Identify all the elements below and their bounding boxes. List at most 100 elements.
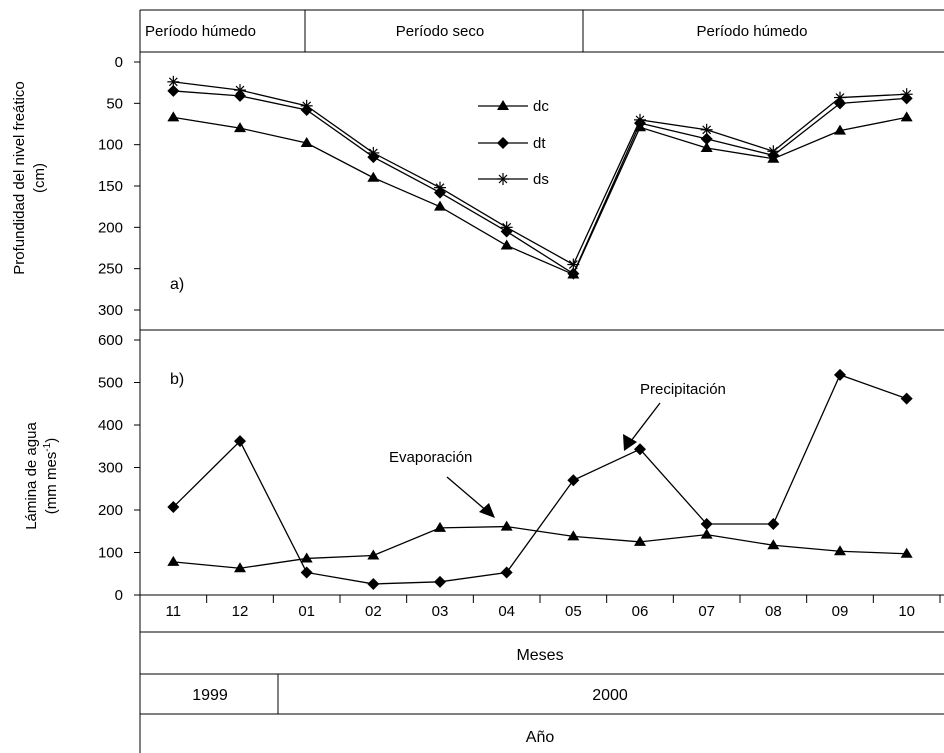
point-b-precipitacion-10 [834,368,846,381]
y-tick-label-a-250: 250 [98,261,123,278]
point-b-precipitacion-4 [434,575,446,588]
y-tick-label-b-100: 100 [98,545,123,562]
series-layer [167,75,913,590]
y-tick-label-b-600: 600 [98,332,123,349]
point-a-ds-8 [700,123,713,136]
series-line-b-evaporacion [173,525,907,569]
point-b-precipitacion-9 [767,518,780,531]
point-a-dc-2 [300,137,313,148]
x-tick-label-06: 06 [632,603,649,620]
point-a-ds-9 [767,145,780,158]
legend-label-dc: dc [533,98,549,115]
y-axis-title-a-line-1: Profundidad del nivel freático [11,81,28,274]
year-2000: 2000 [592,687,628,704]
point-b-evaporacion-11 [900,547,913,558]
x-tick-label-03: 03 [432,603,449,620]
point-b-precipitacion-8 [700,518,713,531]
point-b-precipitacion-5 [500,566,513,579]
x-tick-label-08: 08 [765,603,782,620]
legend-marker-dt [497,137,509,149]
y-tick-label-a-100: 100 [98,137,123,154]
series-line-a-dc [173,116,907,276]
panel-b-label: b) [170,371,184,388]
point-a-dc-3 [367,171,380,182]
point-a-ds-11 [900,88,913,101]
y-tick-label-b-0: 0 [115,587,123,604]
point-b-evaporacion-3 [367,549,380,560]
point-b-evaporacion-10 [834,545,846,556]
point-b-precipitacion-6 [567,474,580,487]
point-a-ds-4 [434,181,446,194]
x-tick-label-12: 12 [232,603,249,620]
point-a-dc-5 [500,239,513,250]
y-tick-label-a-150: 150 [98,178,123,195]
annotation-evaporacion: Evaporación [389,449,472,466]
point-a-dc-8 [700,141,713,152]
period-label-1: Período húmedo [145,23,256,40]
point-b-evaporacion-4 [434,521,446,532]
year-1999: 1999 [192,687,228,704]
point-a-dc-10 [834,124,846,135]
point-a-dt-8 [700,132,713,145]
point-b-precipitacion-7 [634,443,646,456]
point-b-evaporacion-5 [500,520,513,531]
x-tick-label-01: 01 [298,603,315,620]
y-tick-label-b-500: 500 [98,375,123,392]
point-b-evaporacion-9 [767,539,780,550]
point-a-ds-5 [500,221,513,234]
y-axis-title-a: Profundidad del nivel freático (cm) [11,81,48,274]
y-axis-title-b-unit: (mm mes [43,452,60,515]
year-axis-title: Año [526,729,555,746]
legend-label-ds: ds [533,171,549,188]
annotation-arrow-precipitacion [623,402,661,451]
y-axis-title-b-line-2: (mm mes-1) [42,438,60,514]
legend: dc dt ds [478,98,549,188]
point-b-evaporacion-1 [234,562,246,573]
point-b-precipitacion-1 [234,435,246,448]
x-tick-label-11: 11 [166,603,182,620]
x-tick-label-09: 09 [832,603,849,620]
legend-label-dt: dt [533,135,546,152]
point-b-precipitacion-2 [300,566,313,579]
y-axis-title-b-close: ) [43,438,60,443]
point-b-evaporacion-0 [167,555,180,566]
y-axis-title-b-exponent: -1 [42,442,53,451]
legend-marker-dc [497,100,509,110]
point-a-ds-3 [367,146,380,159]
point-b-evaporacion-2 [300,552,313,563]
x-tick-label-02: 02 [365,603,382,620]
panel-a-label: a) [170,276,184,293]
period-label-3: Período húmedo [697,23,808,40]
point-a-dt-6 [567,267,580,280]
point-a-ds-1 [234,84,246,97]
series-line-a-dt [173,90,907,275]
point-a-ds-0 [167,75,180,88]
point-a-ds-10 [834,91,846,104]
point-b-evaporacion-6 [567,530,580,541]
point-a-dc-1 [234,122,246,133]
x-tick-label-10: 10 [898,603,915,620]
series-line-a-ds [173,81,907,266]
point-a-dc-4 [434,200,446,211]
y-tick-label-b-300: 300 [98,460,123,477]
y-tick-label-a-0: 0 [115,54,123,71]
x-tick-label-05: 05 [565,603,582,620]
y-axis-title-a-line-2: (cm) [31,163,48,193]
point-a-ds-2 [300,99,313,112]
y-tick-label-a-300: 300 [98,302,123,319]
point-a-ds-7 [634,113,646,126]
point-a-ds-6 [567,258,580,271]
y-tick-label-a-200: 200 [98,219,123,236]
point-a-dc-0 [167,111,180,122]
point-a-dc-11 [900,111,913,122]
x-tick-label-07: 07 [698,603,715,620]
series-line-b-precipitacion [172,374,907,585]
point-b-evaporacion-7 [634,535,646,546]
point-a-dt-0 [167,84,180,97]
y-axis-title-b-line-1: Lámina de agua [23,422,40,530]
x-axis-title: Meses [516,647,563,664]
point-b-evaporacion-8 [700,528,713,539]
y-axis-title-b: Lámina de agua (mm mes-1) [23,422,60,530]
